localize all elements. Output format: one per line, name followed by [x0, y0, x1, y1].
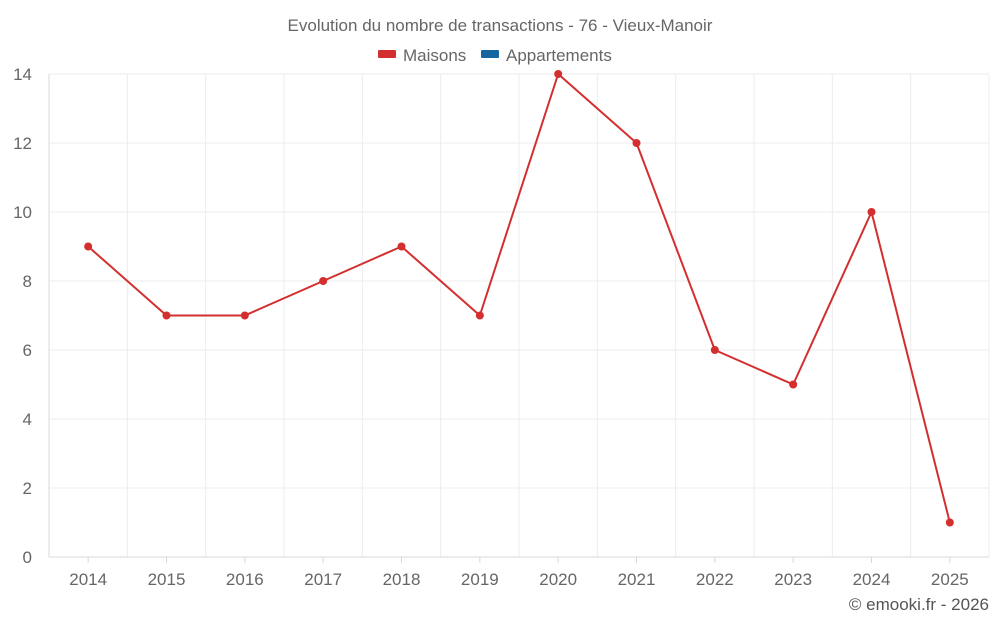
grid-lines [49, 73, 990, 557]
data-point-maisons-2025[interactable] [945, 518, 954, 527]
y-tick-label: 0 [23, 548, 32, 567]
y-tick-label: 6 [23, 341, 32, 360]
data-point-maisons-2016[interactable] [240, 311, 249, 320]
y-tick-label: 8 [23, 272, 32, 291]
copyright-credit: © emooki.fr - 2026 [849, 595, 989, 614]
data-point-maisons-2022[interactable] [710, 346, 719, 354]
x-tick-label: 2024 [853, 570, 891, 589]
y-tick-label: 12 [13, 134, 32, 153]
data-point-maisons-2019[interactable] [475, 311, 484, 320]
x-tick-label: 2025 [931, 570, 969, 589]
x-tick-label: 2021 [618, 570, 656, 589]
legend-label-maisons[interactable]: Maisons [403, 46, 466, 65]
series-line-maisons [87, 73, 951, 524]
chart-series [84, 70, 954, 527]
x-tick-label: 2014 [69, 570, 107, 589]
data-point-maisons-2014[interactable] [84, 242, 93, 251]
x-tick-label: 2017 [304, 570, 342, 589]
x-axis-ticks: 2014 2015 2016 2017 2018 2019 2020 2021 2022 2023… [69, 557, 969, 589]
y-tick-label: 4 [23, 410, 32, 429]
legend-swatch-appartements[interactable] [481, 50, 499, 58]
data-point-maisons-2021[interactable] [632, 139, 641, 147]
x-tick-label: 2023 [774, 570, 812, 589]
data-point-maisons-2015[interactable] [162, 311, 171, 320]
y-tick-label: 2 [23, 479, 32, 498]
x-tick-label: 2018 [383, 570, 421, 589]
data-point-maisons-2018[interactable] [397, 242, 406, 251]
x-tick-label: 2016 [226, 570, 264, 589]
y-tick-label: 14 [13, 65, 32, 84]
data-point-maisons-2020[interactable] [554, 70, 563, 78]
data-point-maisons-2023[interactable] [789, 380, 798, 389]
axes [48, 74, 989, 558]
x-tick-label: 2015 [148, 570, 186, 589]
data-point-maisons-2024[interactable] [867, 208, 876, 216]
x-tick-label: 2019 [461, 570, 499, 589]
x-tick-label: 2022 [696, 570, 734, 589]
chart-legend: Maisons Appartements [378, 46, 612, 65]
data-point-maisons-2017[interactable] [319, 277, 328, 285]
chart-title: Evolution du nombre de transactions - 76… [288, 16, 713, 35]
legend-label-appartements[interactable]: Appartements [506, 46, 612, 65]
x-tick-label: 2020 [539, 570, 577, 589]
legend-swatch-maisons[interactable] [378, 50, 396, 58]
y-axis-ticks: 0 2 4 6 8 10 12 14 [13, 65, 32, 567]
y-tick-label: 10 [13, 203, 32, 222]
